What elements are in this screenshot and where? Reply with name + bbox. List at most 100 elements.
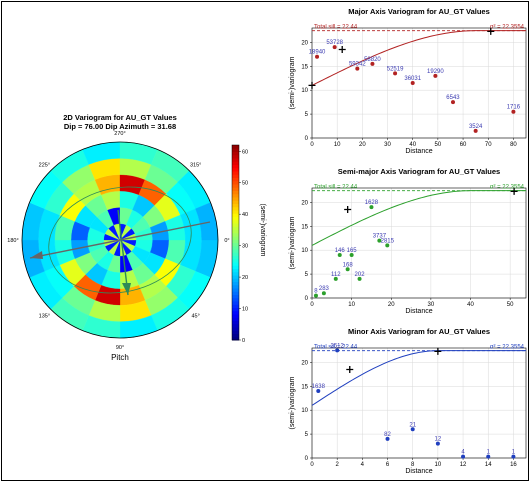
colorbar-segment	[232, 275, 239, 279]
point-pair-count: 146	[335, 248, 346, 254]
experimental-point	[393, 71, 398, 76]
colorbar-segment	[232, 262, 239, 266]
colorbar-label: (semi-)variogram	[259, 204, 266, 257]
y-axis-label: (semi-)variogram	[289, 56, 296, 109]
colorbar-segment	[232, 304, 239, 308]
point-pair-count: 2512	[330, 343, 344, 349]
experimental-point	[333, 276, 338, 281]
minor-axis-line	[117, 209, 129, 296]
colorbar-segment	[232, 249, 239, 253]
x-tick-label: 2	[336, 462, 340, 468]
x-tick-label: 20	[388, 302, 395, 308]
polar-angle-labels: 270° 315° 0° 45° 90° 135° 180° 225°	[7, 131, 229, 351]
polar-angle-label: 45°	[191, 314, 199, 320]
colorbar-segment	[232, 164, 239, 169]
experimental-point	[316, 389, 321, 394]
experimental-point	[486, 454, 491, 459]
y-tick-label: 15	[301, 224, 308, 230]
experimental-point	[473, 128, 478, 133]
y-tick-label: 10	[301, 88, 308, 94]
colorbar-segment	[232, 223, 239, 227]
x-tick-label: 80	[510, 142, 517, 148]
x-tick-label: 0	[310, 142, 314, 148]
colorbar-segment	[232, 158, 239, 162]
colorbar-segment	[232, 226, 239, 230]
point-pair-count: 1716	[507, 105, 521, 111]
colorbar-segment	[232, 239, 239, 243]
colorbar-tick-label: 50	[242, 181, 248, 187]
x-tick-label: 40	[409, 142, 416, 148]
y-tick-label: 5	[305, 112, 309, 118]
x-tick-label: 20	[359, 142, 366, 148]
colorbar-segment	[232, 193, 239, 198]
colorbar-segment	[232, 154, 239, 159]
colorbar-segment	[232, 265, 239, 269]
experimental-point	[313, 293, 318, 298]
point-pair-count: 283	[319, 286, 330, 292]
panel-title: Semi-major Axis Variogram for AU_GT Valu…	[338, 167, 500, 176]
sill-label: Total sill = 22.44	[314, 185, 358, 191]
y-axis-label: (semi-)variogram	[289, 216, 296, 269]
polar-outline	[21, 141, 219, 339]
x-tick-label: 50	[435, 142, 442, 148]
x-tick-label: 30	[384, 142, 391, 148]
colorbar-tick-label: 20	[242, 275, 248, 281]
colorbar-segment	[232, 197, 239, 201]
point-pair-count: 18940	[309, 50, 326, 56]
x-tick-label: 16	[510, 462, 517, 468]
colorbar-segment	[232, 190, 239, 195]
colorbar-segment	[232, 268, 239, 273]
x-tick-label: 6	[386, 462, 390, 468]
colorbar-segment	[232, 301, 239, 305]
lag-cross-marker	[487, 27, 495, 35]
point-pair-count: 165	[347, 248, 358, 254]
colorbar-segment	[232, 187, 239, 191]
variogram-panel: Semi-major Axis Variogram for AU_GT Valu…	[289, 167, 527, 315]
sigma-label: σ² = 22.3554	[490, 345, 525, 351]
point-pair-count: 112	[331, 272, 341, 278]
x-tick-label: 30	[428, 302, 435, 308]
colorbar-segment	[232, 161, 239, 165]
minor-axis-arrowhead	[122, 283, 131, 295]
point-pair-count: 1628	[365, 200, 379, 206]
colorbar-segment	[232, 177, 239, 182]
x-tick-label: 40	[467, 302, 474, 308]
colorbar-segment	[232, 281, 239, 286]
colorbar-segment	[232, 297, 239, 302]
x-axis-label: Distance	[405, 308, 432, 315]
y-tick-label: 20	[301, 360, 308, 366]
x-tick-label: 0	[310, 462, 314, 468]
lag-cross-marker	[344, 206, 352, 214]
point-pair-count: 3524	[469, 124, 483, 130]
colorbar-segment	[232, 219, 239, 224]
x-tick-label: 0	[310, 302, 314, 308]
experimental-point	[337, 252, 342, 257]
y-tick-label: 20	[301, 40, 308, 46]
experimental-point	[315, 54, 320, 59]
x-tick-label: 60	[460, 142, 467, 148]
panel-title: Major Axis Variogram for AU_GT Values	[348, 7, 490, 16]
point-pair-count: 36031	[404, 76, 421, 82]
colorbar-segment	[232, 255, 239, 260]
experimental-point	[377, 238, 382, 243]
colorbar-segment	[232, 184, 239, 188]
colorbar-segment	[232, 330, 239, 334]
experimental-point	[511, 454, 516, 459]
experimental-point	[385, 243, 390, 248]
point-pair-count: 53728	[326, 40, 343, 46]
colorbar-segment	[232, 200, 239, 204]
point-pair-count: 4	[461, 450, 465, 456]
point-pair-count: 19290	[427, 69, 444, 75]
anisotropy-ellipse	[48, 186, 192, 294]
experimental-point	[461, 454, 466, 459]
sill-label: Total sill = 22.44	[314, 345, 358, 351]
colorbar-segment	[232, 242, 239, 247]
x-tick-label: 8	[411, 462, 415, 468]
y-tick-label: 0	[305, 456, 309, 462]
colorbar-segment	[232, 245, 239, 250]
colorbar-segment	[232, 327, 239, 331]
point-pair-count: 3737	[373, 234, 387, 240]
y-tick-label: 0	[305, 136, 309, 142]
colorbar-segment	[232, 284, 239, 289]
point-pair-count: 59342	[349, 62, 366, 68]
